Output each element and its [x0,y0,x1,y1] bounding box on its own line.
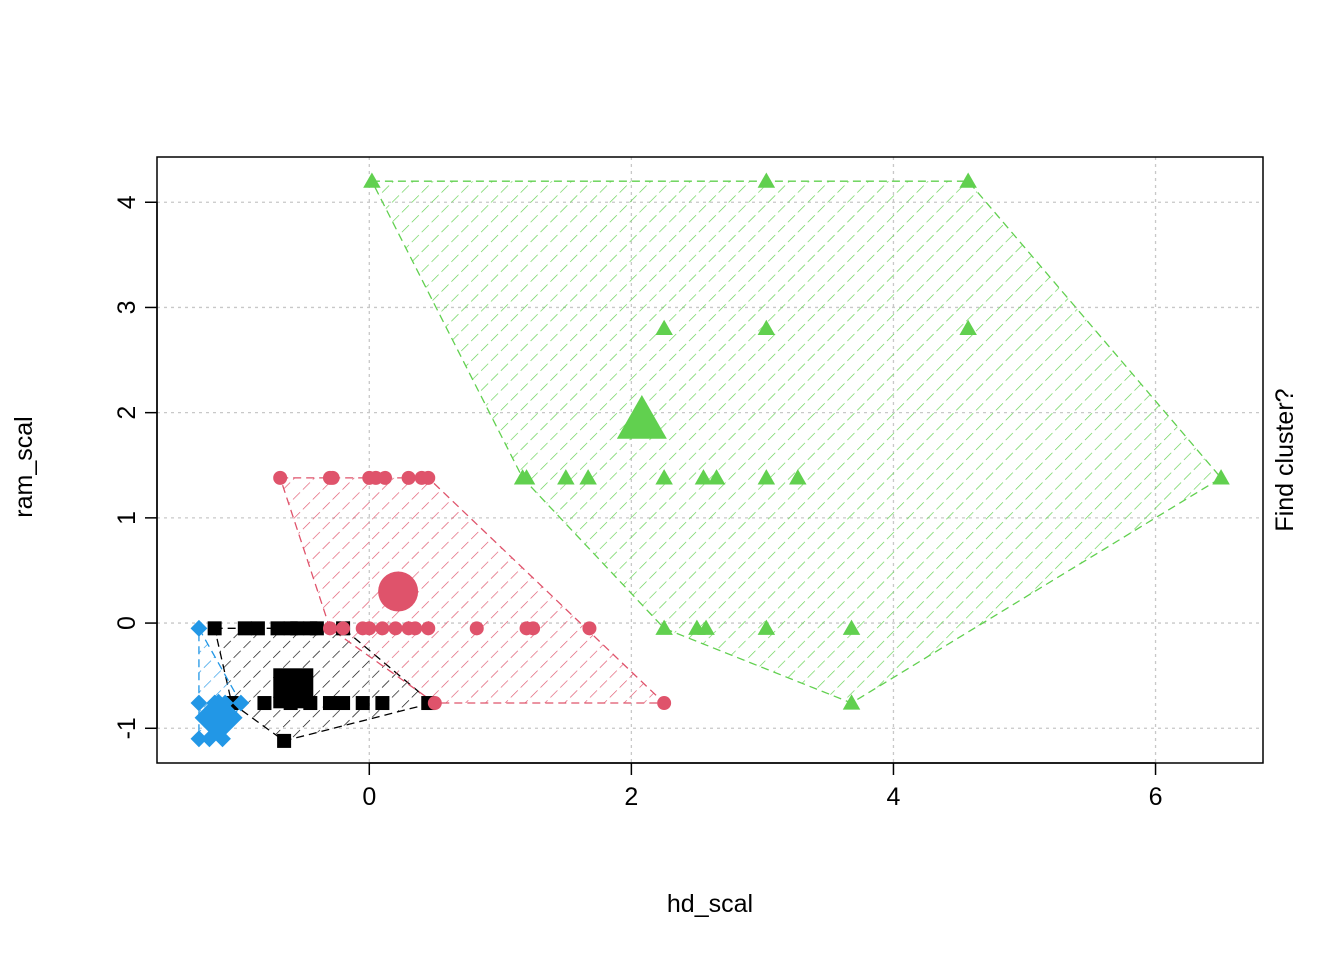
y-tick-label: 4 [113,195,141,209]
cluster-2-point [469,621,484,636]
cluster-1-point [250,621,265,636]
y-tick-label: 1 [113,511,141,525]
right-axis-label: Find cluster? [1271,388,1299,531]
cluster-2-point [421,470,436,485]
cluster-3-point [757,319,776,336]
cluster-3-point [707,469,726,485]
cluster-2-point [582,621,597,636]
cluster-hulls [198,180,1223,742]
cluster-2-point [273,470,288,485]
cluster-3-point [789,469,807,485]
x-tick-label: 0 [362,783,376,811]
cluster-2-point [362,621,377,636]
y-tick-label: 0 [113,616,141,630]
cluster-2-point [322,621,337,636]
cluster-4-point [232,694,250,712]
cluster-3-point [517,469,536,485]
y-tick-label: -1 [113,717,141,739]
cluster-3-point [757,469,776,485]
cluster-4-point [190,619,208,637]
cluster-centers [194,395,667,742]
x-tick-label: 6 [1149,783,1163,811]
cluster-2-point [401,470,416,485]
cluster-3-point [697,619,715,635]
cluster-3-point [842,694,861,710]
cluster-2-point [427,696,442,711]
cluster-3-point [557,469,575,485]
cluster-3-center [616,395,667,439]
cluster-1-point [322,696,337,711]
cluster-2-point [526,621,541,636]
cluster-3-point [757,619,776,635]
y-tick-label: 3 [113,300,141,314]
cluster-3-point [959,319,977,336]
cluster-2-point [325,470,340,485]
cluster-3-point [655,619,673,635]
cluster-2-point [408,621,423,636]
cluster-2-center [378,571,419,612]
cluster-2-point [421,621,436,636]
cluster-1-point [237,621,252,636]
cluster-1-point [375,696,390,711]
cluster-1-point [207,621,222,636]
cluster-points [190,172,1230,748]
cluster-3-point [694,469,713,485]
cluster-1-point [257,696,272,711]
cluster-3-point [1212,469,1230,485]
cluster-3-point [363,172,381,188]
cluster-2-point [375,621,390,636]
x-tick-label: 2 [624,783,638,811]
cluster-1-point [277,733,292,748]
x-tick-label: 4 [887,783,901,811]
cluster-1-point [290,621,305,636]
cluster-4-center [194,693,243,742]
cluster-3-point [842,619,861,635]
cluster-3-point [959,172,977,188]
y-tick-label: 2 [113,406,141,420]
x-axis-label: hd_scal [667,890,753,918]
cluster-2-point [378,470,393,485]
cluster-1-point [270,621,285,636]
cluster-1-point [355,696,370,711]
cluster-1-center [273,668,314,709]
y-axis-label: ram_scal [10,416,38,517]
cluster-4-point [190,730,208,748]
cluster-1-point [309,621,324,636]
cluster-3-point [757,172,776,188]
cluster-2-point [388,621,403,636]
cluster-2-point [336,621,351,636]
cluster-1-point [336,696,351,711]
cluster-2-point [657,696,672,711]
cluster-3-point [655,319,673,336]
cluster-4-point [190,694,208,712]
cluster-3-point [655,469,673,485]
cluster-3-point [579,469,597,485]
axes: 0 2 4 6 -1 0 1 2 3 4 [113,195,1162,811]
